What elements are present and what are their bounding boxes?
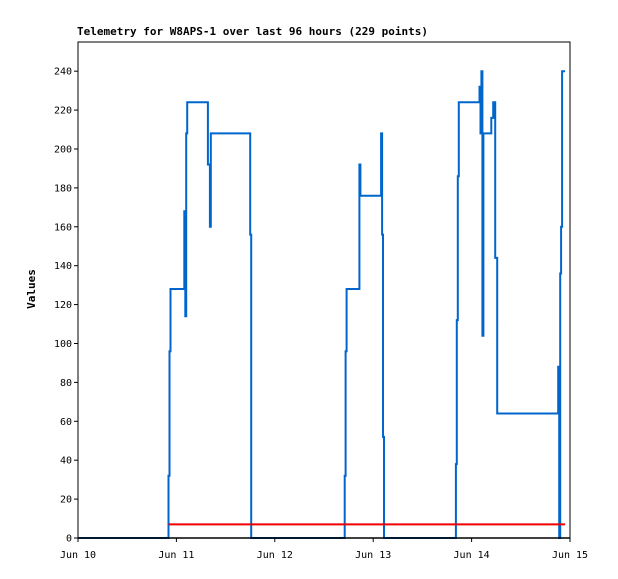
y-tick-label-12: 240 [54,67,72,78]
y-tick-label-3: 60 [60,417,72,428]
y-tick-label-1: 20 [60,495,72,506]
y-axis-label: Values [25,269,38,309]
chart-title: Telemetry for W8APS-1 over last 96 hours… [77,25,428,38]
y-tick-label-7: 140 [54,261,72,272]
y-tick-label-10: 200 [54,144,72,155]
y-tick-label-2: 40 [60,456,72,467]
y-tick-label-8: 160 [54,222,72,233]
x-tick-label-5: Jun 15 [552,550,588,561]
series-line-0 [78,70,566,539]
y-tick-label-0: 0 [66,534,72,545]
x-tick-label-0: Jun 10 [60,550,96,561]
axes-layer: 0 20 40 60 80 100 120 140 160 180 200 220 240 Jun 10 J… [54,67,588,561]
x-tick-label-3: Jun 13 [355,550,391,561]
y-tick-label-9: 180 [54,183,72,194]
x-tick-label-1: Jun 11 [158,550,194,561]
series-layer [78,70,570,539]
x-tick-label-2: Jun 12 [257,550,293,561]
y-tick-label-6: 120 [54,300,72,311]
y-tick-label-5: 100 [54,339,72,350]
y-tick-label-4: 80 [60,378,72,389]
x-tick-label-4: Jun 14 [454,550,490,561]
y-tick-label-11: 220 [54,106,72,117]
